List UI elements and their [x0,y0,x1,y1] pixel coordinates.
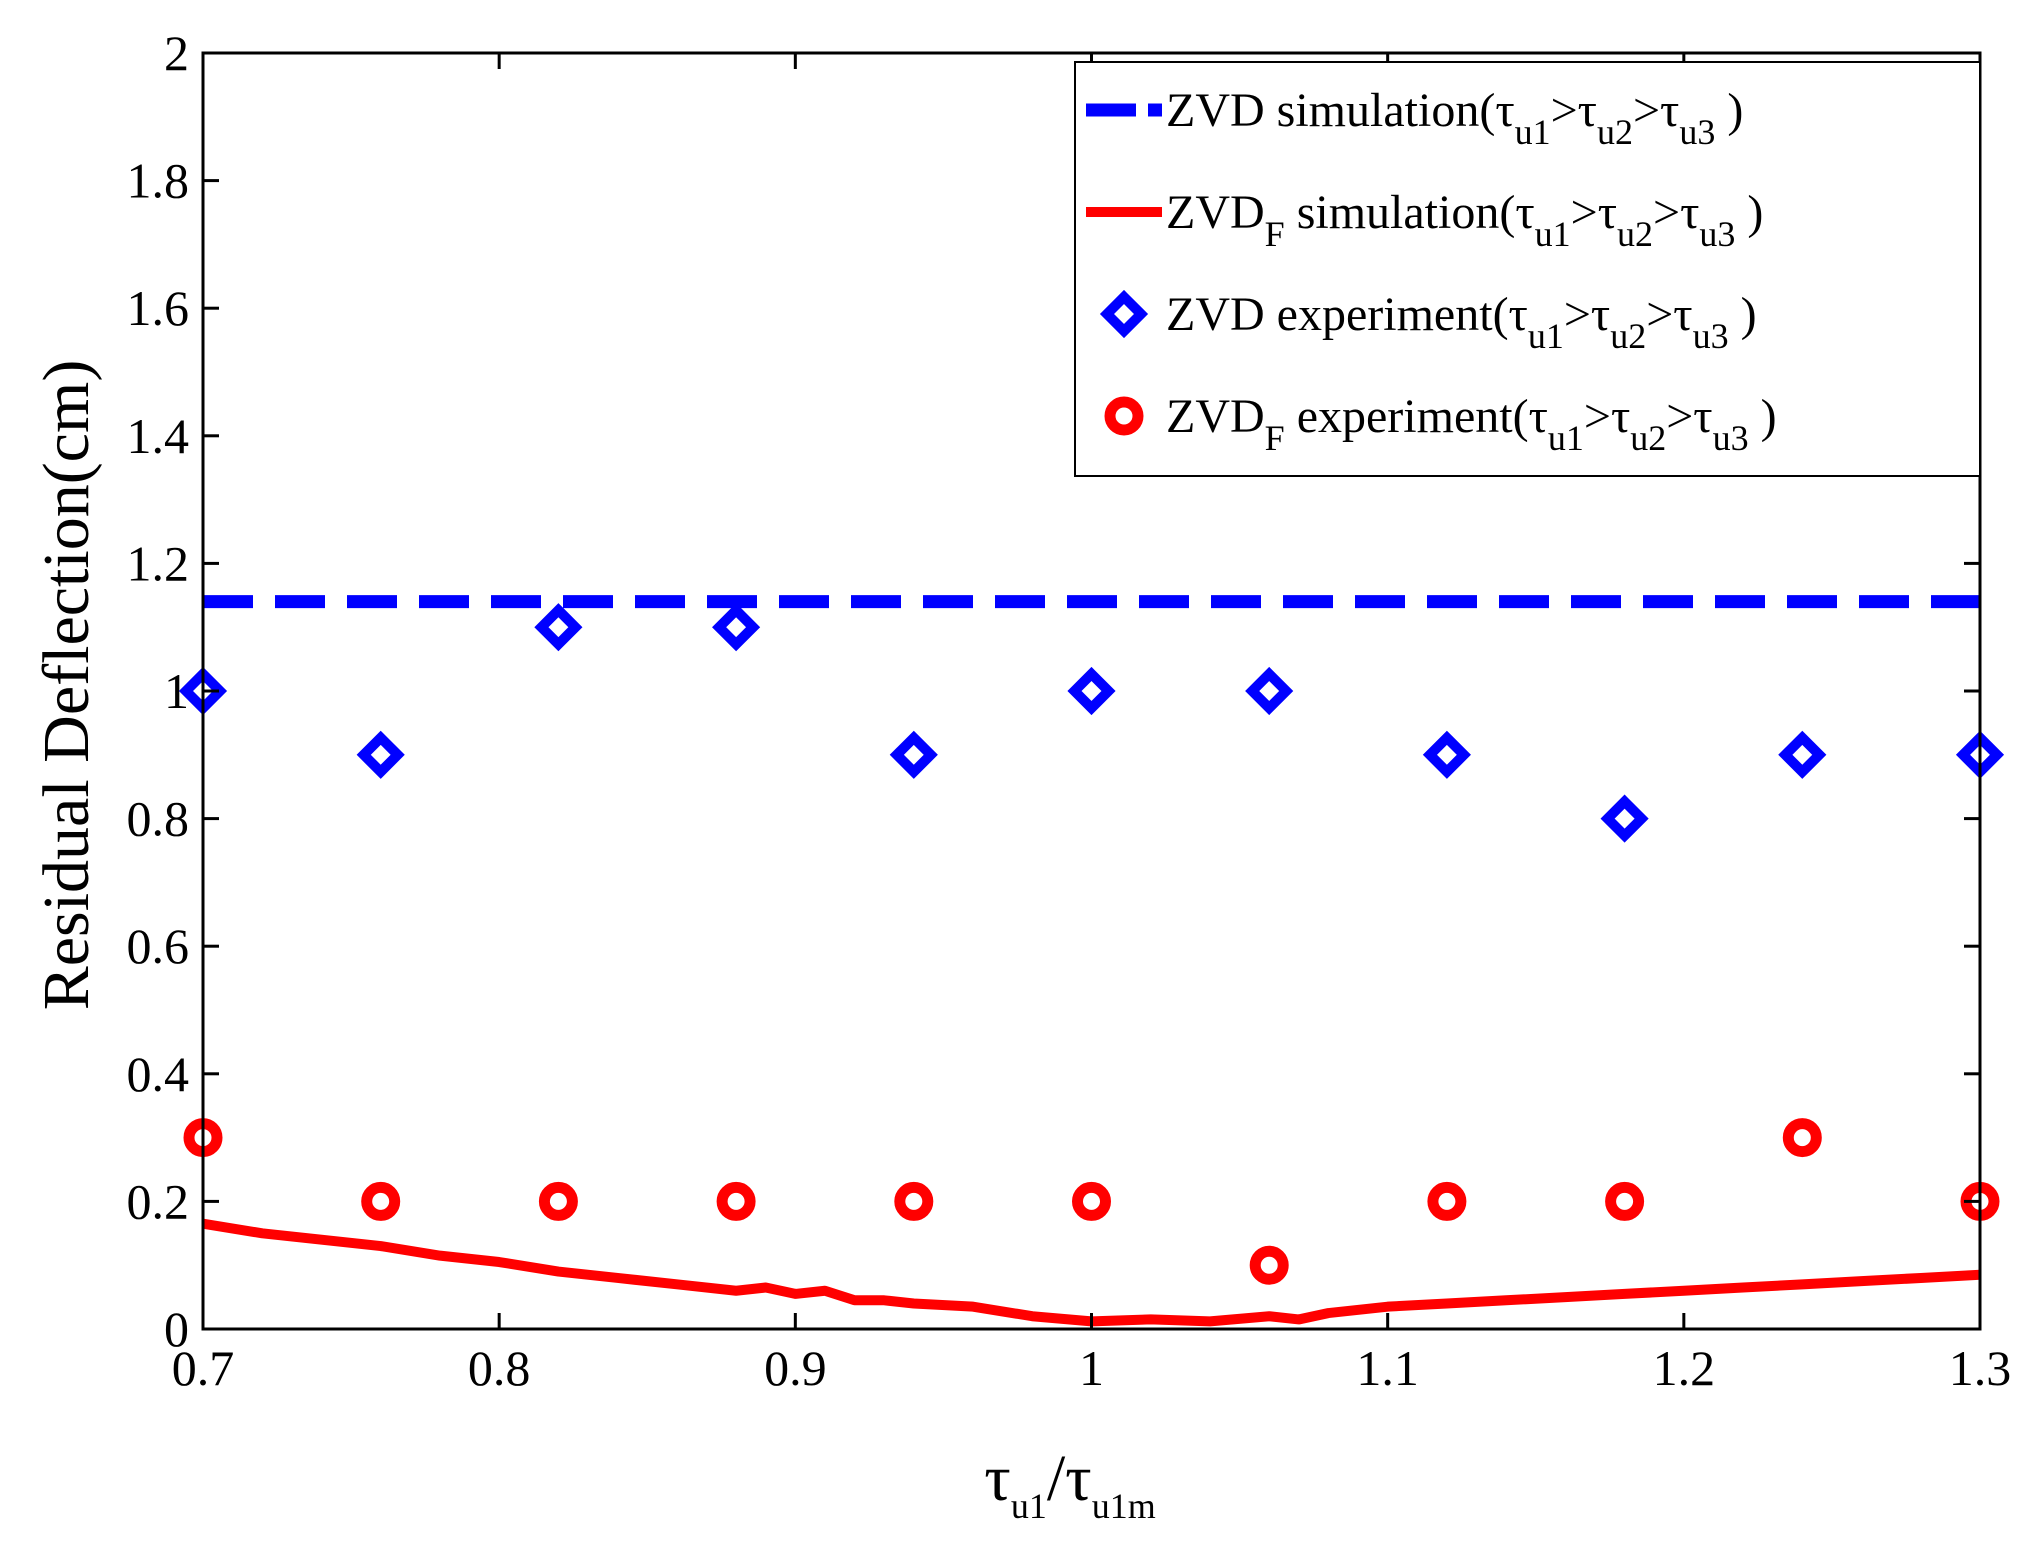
x-tick-label: 0.9 [764,1340,827,1396]
legend: ZVD simulation(τu1>τu2>τu3 )ZVDF simulat… [1074,61,1981,477]
zvd-experiment-point [889,730,938,779]
zvd-experiment-point [1600,794,1649,843]
legend-sub2: u2 [1597,112,1633,152]
legend-desc: experiment( [1265,288,1509,341]
legend-symbol-circle [1104,396,1144,436]
legend-prefix: ZVD [1166,288,1265,341]
x-axis-label-slash: /τ [1047,1442,1092,1515]
legend-sub1: u1 [1535,214,1571,254]
zvdf-experiment-point [1427,1181,1467,1221]
y-axis-label: Residual Deflection(cm) [30,360,103,1011]
zvdf-experiment-point [716,1181,756,1221]
legend-prefix: ZVD [1166,390,1265,443]
legend-tau: τ [1495,84,1514,137]
legend-symbol [1099,289,1149,339]
axis-ticks: 0.7 0.8 0.9 1 1.1 1.2 1.3 0 0.2 0.4 0.6 0.8 1 1.2 1.4 1… [127,25,2012,1396]
legend-gt: >τ [1653,186,1699,239]
legend-entry-label: ZVDF experiment(τu1>τu2>τu3 ) [1166,390,1777,458]
x-tick-label: 1.2 [1653,1340,1716,1396]
legend-gt: >τ [1646,288,1692,341]
legend-gt: >τ [1571,186,1617,239]
zvd-experiment-point [534,603,583,652]
legend-desc: simulation( [1265,84,1496,137]
legend-gt: >τ [1551,84,1597,137]
zvd-experiment-point [356,730,405,779]
legend-sub1: u1 [1548,418,1584,458]
y-tick-label: 1.2 [127,535,190,591]
x-tick-label: 1.1 [1356,1340,1419,1396]
legend-gt: >τ [1666,390,1712,443]
x-axis-label: τu1/τu1m [984,1442,1155,1526]
legend-gt: >τ [1564,288,1610,341]
zvd-experiment-point [1245,666,1294,716]
legend-symbol-diamond [1099,289,1149,339]
y-tick-label: 0.4 [127,1046,190,1102]
zvdf-experiment-point [1782,1118,1822,1158]
legend-entry-label: ZVDF simulation(τu1>τu2>τu3 ) [1166,186,1763,254]
legend-close: ) [1715,84,1743,137]
zvdf-experiment-point [1249,1245,1289,1285]
y-tick-label: 1.4 [127,408,190,464]
y-tick-label: 1.8 [127,153,190,209]
y-tick-label: 2 [164,25,189,81]
zvdf-experiment-point [894,1181,934,1221]
legend-sub3: u3 [1679,112,1715,152]
legend-box [1074,61,1981,477]
y-tick-label: 0.8 [127,791,190,847]
legend-prefix-sub: F [1265,418,1285,458]
x-tick-label: 0.8 [468,1340,531,1396]
plot-layer [178,595,2005,1327]
legend-sub1: u1 [1515,112,1551,152]
legend-entry-label: ZVD experiment(τu1>τu2>τu3 ) [1166,288,1757,356]
zvdf-experiment-point [1605,1181,1645,1221]
legend-sub1: u1 [1528,316,1564,356]
legend-sub3: u3 [1693,316,1729,356]
x-axis-label-tau: τ [984,1442,1011,1515]
legend-tau: τ [1515,186,1534,239]
legend-tau: τ [1529,390,1548,443]
zvd-experiment-point [1422,730,1471,779]
x-tick-label: 1.3 [1949,1340,2012,1396]
legend-close: ) [1735,186,1763,239]
x-axis-label-sub2: u1m [1092,1486,1156,1526]
y-tick-label: 1.6 [127,280,190,336]
legend-gt: >τ [1633,84,1679,137]
y-tick-label: 0.6 [127,918,190,974]
legend-prefix: ZVD [1166,186,1265,239]
legend-close: ) [1729,288,1757,341]
legend-sub2: u2 [1617,214,1653,254]
y-tick-label: 1 [164,663,189,719]
zvdf-experiment-point [538,1181,578,1221]
legend-prefix-sub: F [1265,214,1285,254]
legend-entry-label: ZVD simulation(τu1>τu2>τu3 ) [1166,84,1743,152]
zvd-experiment-point [1778,730,1827,779]
legend-desc: simulation( [1285,186,1516,239]
y-tick-label: 0.2 [127,1173,190,1229]
legend-sub2: u2 [1630,418,1666,458]
zvdf-experiment-point [1072,1181,1111,1221]
zvd-experiment-point [712,603,761,652]
legend-prefix: ZVD [1166,84,1265,137]
x-tick-label: 0.7 [172,1340,235,1396]
legend-sub3: u3 [1699,214,1735,254]
zvdf-experiment-point [361,1181,401,1221]
legend-close: ) [1749,390,1777,443]
legend-symbol [1104,396,1144,436]
legend-sub3: u3 [1713,418,1749,458]
zvd-experiment-point [1067,666,1116,716]
zvdf-simulation-line [202,1218,1981,1327]
y-tick-label: 0 [164,1301,189,1357]
legend-sub2: u2 [1610,316,1646,356]
x-tick-label: 1 [1079,1340,1104,1396]
legend-desc: experiment( [1285,390,1529,443]
legend-gt: >τ [1584,390,1630,443]
x-axis-label-sub1: u1 [1011,1486,1047,1526]
legend-tau: τ [1509,288,1528,341]
